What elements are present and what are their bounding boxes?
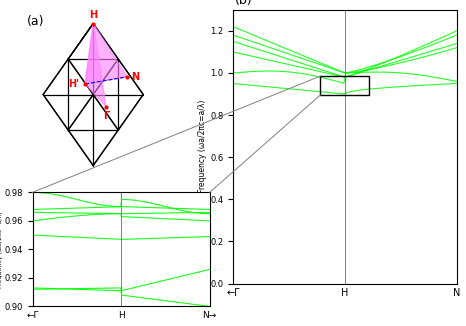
Bar [320, 76, 370, 95]
Text: (b): (b) [235, 0, 253, 7]
Text: H: H [89, 10, 97, 20]
Polygon shape [85, 23, 106, 107]
Text: Γ: Γ [103, 111, 109, 122]
Text: H': H' [69, 79, 80, 89]
Text: N: N [131, 72, 139, 82]
Text: (a): (a) [27, 15, 45, 28]
Y-axis label: Frequency (ωa/2πc=a/λ): Frequency (ωa/2πc=a/λ) [0, 211, 3, 288]
Y-axis label: Frequency (ωa/2πc=a/λ): Frequency (ωa/2πc=a/λ) [198, 100, 207, 193]
Polygon shape [85, 23, 127, 84]
